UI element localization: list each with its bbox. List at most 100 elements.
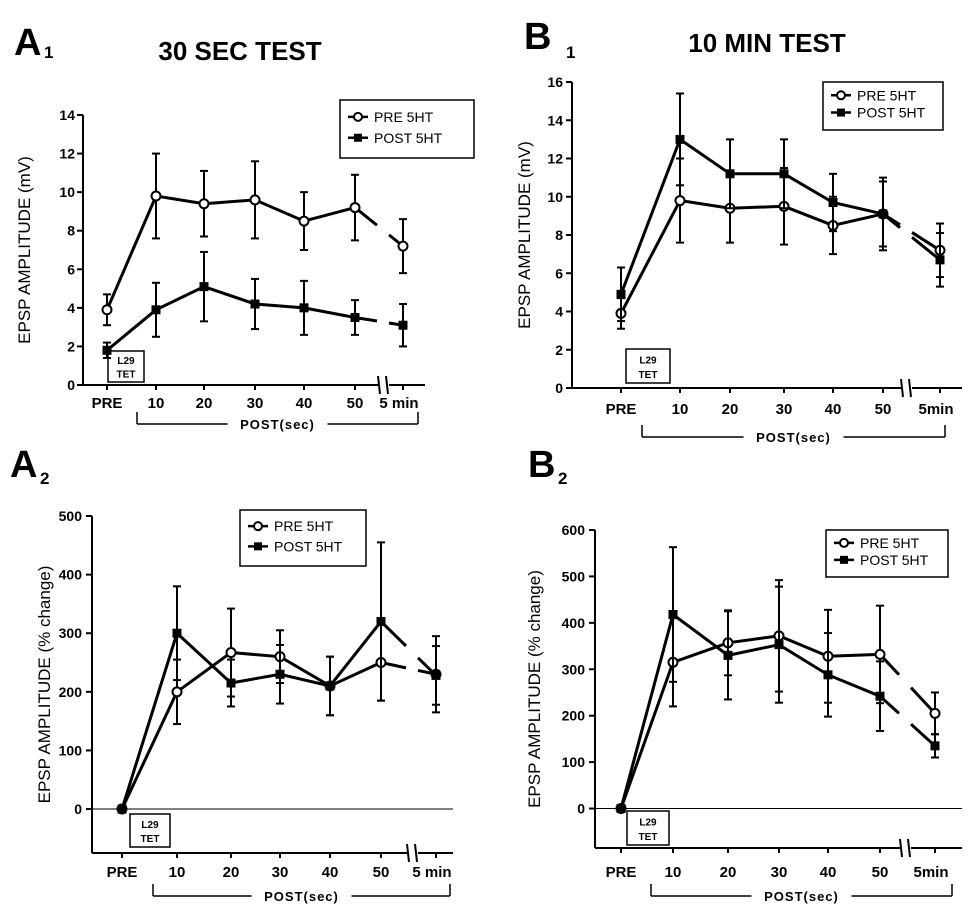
data-point-square	[878, 209, 888, 219]
data-point-square	[828, 197, 838, 207]
data-point-circle	[929, 707, 941, 719]
data-point-circle	[298, 215, 310, 227]
post-bracket-label: POST(sec)	[240, 417, 315, 432]
legend-box	[822, 81, 944, 131]
x-tick-label: 40	[296, 395, 313, 412]
y-axis-label: EPSP AMPLITUDE (mV)	[15, 156, 34, 344]
tet-box	[107, 350, 145, 383]
x-tick-label: 40	[825, 401, 842, 418]
x-tick-label: 5 min	[379, 395, 418, 412]
x-tick-label: 5min	[918, 401, 953, 418]
x-tick-label: 50	[373, 864, 390, 881]
legend-marker-circle	[836, 90, 846, 101]
legend-label: POST 5HT	[857, 105, 926, 121]
y-tick-label: 10	[59, 184, 75, 200]
data-point-circle	[171, 686, 183, 698]
x-tick-label: 5 min	[412, 864, 451, 881]
series-line	[619, 137, 884, 295]
x-tick-label: 30	[771, 864, 788, 881]
y-tick-label: 200	[562, 708, 586, 724]
data-point-square	[875, 691, 885, 701]
axis-break-mark	[377, 375, 381, 395]
series-line	[106, 285, 356, 352]
series-line	[909, 686, 937, 715]
y-tick-label: 0	[577, 801, 585, 817]
legend-box	[339, 99, 475, 159]
axis-break-mark	[900, 378, 904, 398]
y-tick-label: 0	[67, 377, 75, 393]
data-point-circle	[225, 647, 237, 659]
chart-panel-1: A 1 30 SEC TEST 0 2 4 6 8 10 12 14 EPSP AMPLITUDE (…	[14, 22, 475, 432]
tet-label: L29	[639, 817, 657, 828]
data-point-square	[616, 804, 626, 814]
legend-box	[825, 529, 949, 578]
data-point-square	[779, 169, 789, 179]
y-tick-label: 12	[547, 151, 563, 167]
data-point-square	[299, 303, 309, 313]
y-tick-label: 100	[562, 754, 586, 770]
data-point-square	[376, 616, 386, 626]
post-bracket-label: POST(sec)	[756, 430, 831, 445]
legend-marker-square	[840, 555, 848, 564]
legend-marker-square	[354, 133, 362, 142]
data-point-circle	[101, 304, 113, 316]
y-tick-label: 16	[547, 74, 563, 90]
data-point-square	[325, 681, 335, 691]
x-tick-label: 30	[776, 401, 793, 418]
data-point-square	[774, 640, 784, 650]
data-point-square	[398, 320, 408, 330]
tet-label: L29	[639, 355, 657, 366]
tet-box	[626, 810, 670, 846]
x-tick-label: 50	[872, 864, 889, 881]
series-line	[911, 231, 941, 252]
data-point-circle	[249, 194, 261, 206]
x-tick-label: PRE	[606, 864, 637, 881]
y-tick-label: 2	[67, 338, 75, 354]
series-post-5ht	[102, 250, 408, 359]
data-point-square	[930, 741, 940, 751]
legend-marker-square	[254, 542, 262, 551]
y-tick-label: 300	[59, 625, 83, 641]
x-tick-label: 50	[347, 395, 364, 412]
y-tick-label: 4	[555, 304, 563, 320]
data-point-square	[675, 134, 685, 144]
series-line	[619, 634, 881, 810]
x-tick-label: PRE	[92, 395, 123, 412]
chart-panel-2: B 1 10 MIN TEST 0 2 4 6 8 10 12 14 16 EPSP AMPLITUDE…	[515, 16, 962, 445]
x-tick-label: 10	[665, 864, 682, 881]
data-point-square	[935, 255, 945, 265]
data-point-square	[275, 669, 285, 679]
axis-break-mark	[908, 378, 912, 398]
x-tick-label: 50	[875, 401, 892, 418]
y-tick-label: 6	[67, 261, 75, 277]
legend-label: PRE 5HT	[374, 109, 434, 125]
series-line	[120, 620, 383, 810]
y-axis-label: EPSP AMPLITUDE (mV)	[515, 141, 534, 329]
legend-box	[239, 509, 367, 567]
data-point-circle	[397, 240, 409, 252]
data-point-circle	[198, 198, 210, 210]
axis-break-mark	[414, 843, 418, 863]
x-tick-label: 20	[722, 401, 739, 418]
panel-label-sub: 2	[40, 469, 49, 488]
panel-label: A	[10, 444, 37, 486]
data-point-square	[616, 289, 626, 299]
data-point-square	[350, 313, 360, 322]
data-point-square	[151, 305, 161, 315]
data-point-circle	[874, 648, 886, 660]
panel-label-sub: 1	[44, 43, 53, 62]
legend-marker-square	[837, 108, 845, 117]
tet-box	[129, 813, 171, 848]
series-post-5ht	[616, 92, 945, 323]
y-tick-label: 6	[555, 265, 563, 281]
y-tick-label: 0	[74, 801, 82, 817]
tet-label: L29	[141, 820, 159, 831]
data-point-square	[431, 670, 441, 680]
x-tick-label: 20	[196, 395, 213, 412]
panel-label: B	[524, 16, 551, 58]
post-bracket-label: POST(sec)	[764, 889, 839, 904]
data-point-square	[117, 804, 127, 814]
